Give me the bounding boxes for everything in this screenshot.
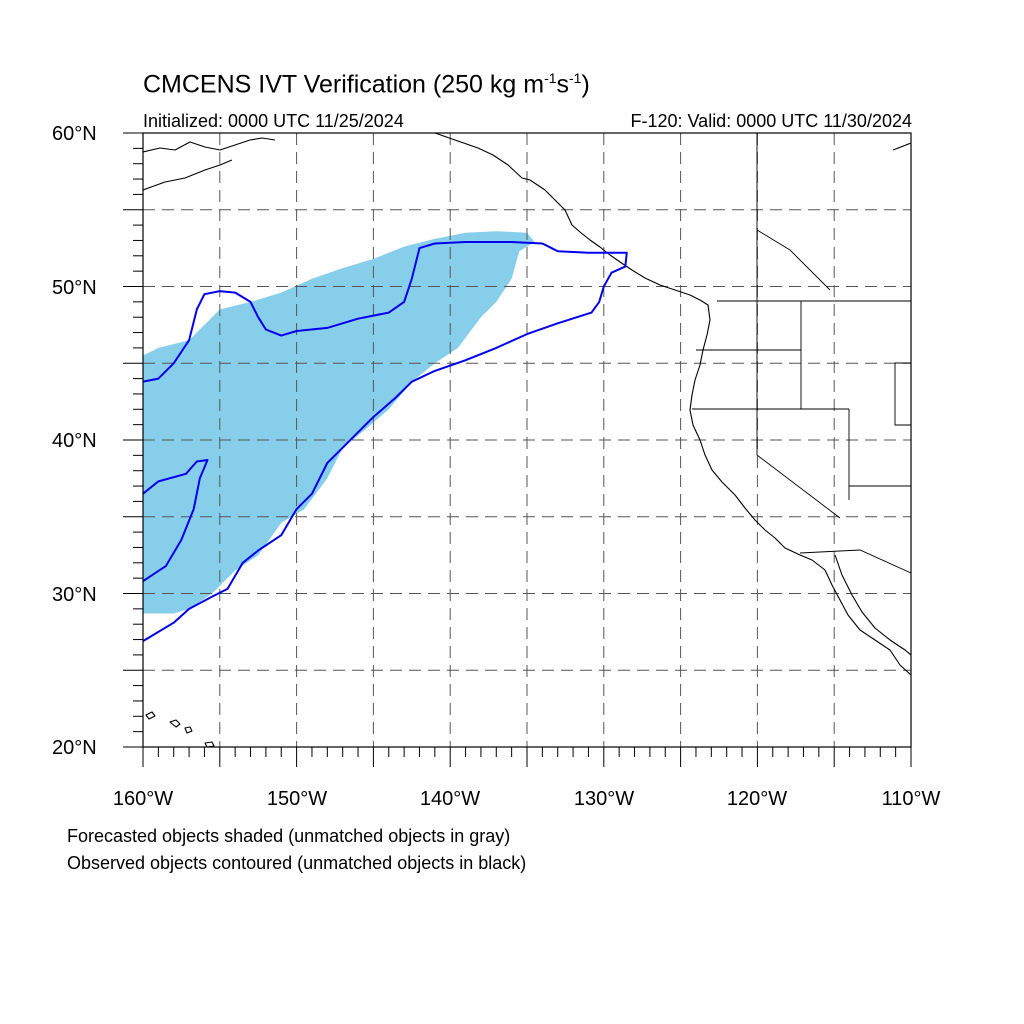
coastlines [143, 133, 911, 747]
state-borders [692, 133, 911, 574]
coastline-north-america [434, 133, 911, 676]
lat-label: 30°N [52, 584, 97, 606]
lon-label: 160°W [113, 788, 173, 810]
island-hawaii-1 [145, 711, 156, 720]
axis-ticks [123, 132, 912, 767]
observed-objects [143, 241, 628, 642]
longitude-labels: 160°W 150°W 140°W 130°W 120°W 110°W [113, 788, 941, 810]
lon-label: 110°W [882, 788, 941, 810]
lat-label: 60°N [52, 123, 97, 145]
init-time-label: Initialized: 0000 UTC 11/25/2024 [143, 111, 404, 131]
lon-label: 120°W [727, 788, 787, 810]
lat-label: 20°N [52, 737, 97, 759]
observed-ivt-contour [143, 459, 209, 583]
lon-label: 140°W [420, 788, 480, 810]
grid-lines [143, 133, 911, 747]
observed-ivt-contour [143, 241, 628, 642]
coastline-east-edge [892, 142, 911, 151]
lon-label: 150°W [267, 788, 327, 810]
coastline-alaska [143, 137, 276, 153]
forecast-objects [143, 231, 535, 614]
legend-observed-note: Observed objects contoured (unmatched ob… [67, 853, 527, 873]
lat-label: 40°N [52, 430, 97, 452]
island-hawaii-4 [204, 741, 215, 747]
lat-label: 50°N [52, 277, 97, 299]
coastline-alaska-2 [143, 159, 233, 191]
chart-title: CMCENS IVT Verification (250 kg m-1s-1) [143, 70, 590, 99]
lon-label: 130°W [574, 788, 634, 810]
valid-time-label: F-120: Valid: 0000 UTC 11/30/2024 [630, 111, 912, 131]
forecast-ivt-object [143, 231, 535, 614]
coastline-gulf-baja [834, 554, 911, 656]
island-hawaii-2 [169, 719, 181, 728]
island-hawaii-3 [184, 726, 193, 734]
legend-forecast-note: Forecasted objects shaded (unmatched obj… [67, 826, 511, 846]
latitude-labels: 60°N 50°N 40°N 30°N 20°N [52, 123, 97, 759]
